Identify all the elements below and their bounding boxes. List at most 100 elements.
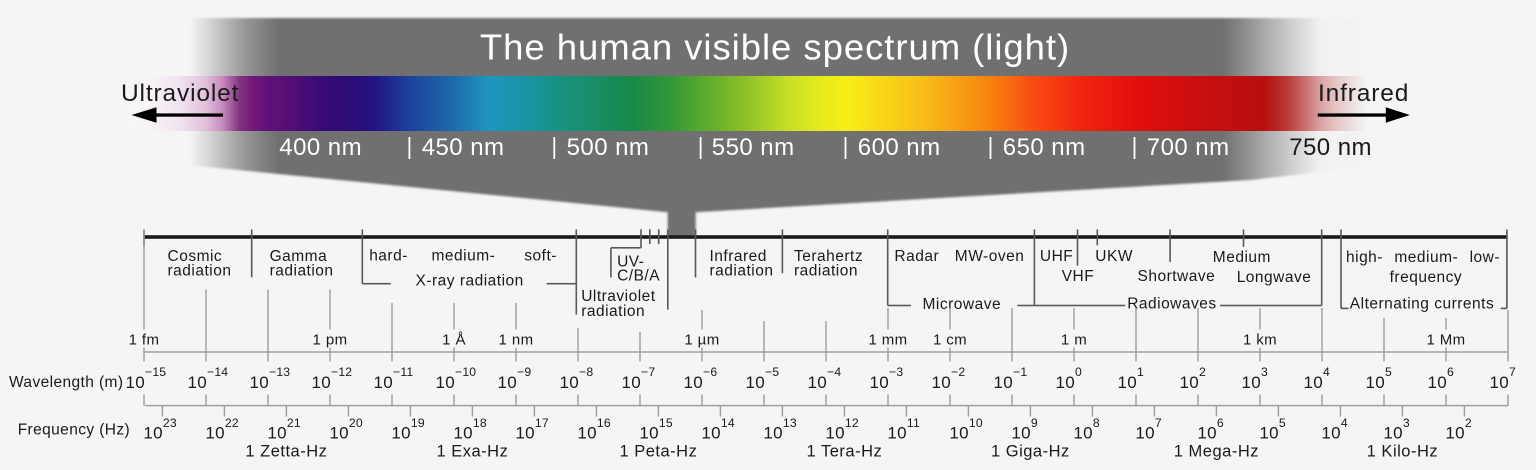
svg-text:Radar: Radar <box>894 248 939 265</box>
svg-text:Wavelength (m): Wavelength (m) <box>9 374 123 391</box>
svg-text:1 Tera-Hz: 1 Tera-Hz <box>807 443 883 461</box>
svg-text:1 km: 1 km <box>1243 332 1277 349</box>
svg-text:1 fm: 1 fm <box>129 332 160 349</box>
svg-text:400 nm: 400 nm <box>279 134 362 161</box>
svg-text:10: 10 <box>1383 424 1403 443</box>
svg-text:10: 10 <box>1259 424 1279 443</box>
svg-text:10: 10 <box>125 373 145 392</box>
svg-text:4: 4 <box>1341 416 1348 430</box>
svg-text:10: 10 <box>329 424 349 443</box>
svg-text:450 nm: 450 nm <box>422 134 505 161</box>
svg-text:10: 10 <box>825 424 845 443</box>
svg-text:1 Kilo-Hz: 1 Kilo-Hz <box>1367 443 1438 461</box>
svg-text:Shortwave: Shortwave <box>1138 268 1216 285</box>
svg-text:10: 10 <box>453 424 473 443</box>
svg-text:12: 12 <box>845 416 859 430</box>
svg-text:−9: −9 <box>517 365 531 379</box>
svg-text:10: 10 <box>1055 373 1075 392</box>
svg-text:10: 10 <box>763 424 783 443</box>
svg-text:2: 2 <box>1199 365 1206 379</box>
svg-text:radiation: radiation <box>710 262 774 279</box>
svg-text:−7: −7 <box>641 365 655 379</box>
svg-text:1 m: 1 m <box>1061 332 1087 349</box>
svg-text:18: 18 <box>473 416 487 430</box>
svg-text:X-ray radiation: X-ray radiation <box>416 272 524 289</box>
svg-text:500 nm: 500 nm <box>567 134 650 161</box>
svg-text:10: 10 <box>497 373 517 392</box>
svg-text:−5: −5 <box>765 365 779 379</box>
svg-text:8: 8 <box>1093 416 1100 430</box>
svg-text:5: 5 <box>1279 416 1286 430</box>
svg-text:10: 10 <box>143 424 163 443</box>
svg-text:10: 10 <box>1073 424 1093 443</box>
svg-text:Microwave: Microwave <box>923 296 1002 313</box>
svg-text:10: 10 <box>1179 373 1199 392</box>
svg-text:1 Giga-Hz: 1 Giga-Hz <box>991 443 1070 461</box>
svg-text:10: 10 <box>1445 424 1465 443</box>
svg-text:low-: low- <box>1470 249 1500 266</box>
svg-text:10: 10 <box>435 373 455 392</box>
svg-text:Terahertz: Terahertz <box>794 248 863 265</box>
svg-text:4: 4 <box>1323 365 1330 379</box>
svg-text:UV-: UV- <box>617 253 644 270</box>
svg-text:10: 10 <box>1011 424 1031 443</box>
svg-text:−1: −1 <box>1013 365 1027 379</box>
svg-text:The human visible spectrum (li: The human visible spectrum (light) <box>480 27 1070 68</box>
svg-text:UKW: UKW <box>1095 248 1133 265</box>
svg-text:1 cm: 1 cm <box>933 332 967 349</box>
svg-text:−11: −11 <box>393 365 413 379</box>
svg-text:10: 10 <box>1321 424 1341 443</box>
svg-text:1 Mm: 1 Mm <box>1426 332 1465 349</box>
svg-text:10: 10 <box>373 373 393 392</box>
svg-text:C/B/A: C/B/A <box>617 268 660 285</box>
svg-text:−15: −15 <box>145 365 166 379</box>
svg-text:soft-: soft- <box>524 248 557 265</box>
svg-text:2: 2 <box>1465 416 1472 430</box>
svg-text:MW-oven: MW-oven <box>955 248 1025 265</box>
svg-text:15: 15 <box>659 416 673 430</box>
svg-text:10: 10 <box>249 373 269 392</box>
svg-text:550 nm: 550 nm <box>712 134 795 161</box>
svg-text:650 nm: 650 nm <box>1003 134 1086 161</box>
svg-text:radiation: radiation <box>168 262 232 279</box>
svg-text:10: 10 <box>931 373 951 392</box>
svg-text:20: 20 <box>349 416 363 430</box>
svg-text:−6: −6 <box>703 365 717 379</box>
svg-text:Infrared: Infrared <box>1318 80 1409 107</box>
svg-text:Medium: Medium <box>1213 249 1271 266</box>
svg-text:radiation: radiation <box>794 262 858 279</box>
svg-text:1 Exa-Hz: 1 Exa-Hz <box>436 443 508 461</box>
svg-text:16: 16 <box>597 416 611 430</box>
svg-text:−12: −12 <box>331 365 352 379</box>
svg-text:−4: −4 <box>827 365 841 379</box>
svg-text:750 nm: 750 nm <box>1289 134 1372 161</box>
svg-text:10: 10 <box>807 373 827 392</box>
svg-text:6: 6 <box>1217 416 1224 430</box>
svg-text:1 µm: 1 µm <box>684 332 719 349</box>
svg-text:600 nm: 600 nm <box>858 134 941 161</box>
svg-text:10: 10 <box>621 373 641 392</box>
svg-text:Longwave: Longwave <box>1237 269 1312 286</box>
svg-text:7: 7 <box>1155 416 1162 430</box>
svg-text:5: 5 <box>1385 365 1392 379</box>
svg-text:10: 10 <box>1241 373 1261 392</box>
svg-text:1 mm: 1 mm <box>868 332 907 349</box>
svg-text:1 Peta-Hz: 1 Peta-Hz <box>619 443 697 461</box>
svg-text:10: 10 <box>1303 373 1323 392</box>
svg-text:10: 10 <box>1135 424 1155 443</box>
svg-text:6: 6 <box>1447 365 1454 379</box>
svg-text:9: 9 <box>1031 416 1038 430</box>
svg-text:10: 10 <box>993 373 1013 392</box>
svg-text:700 nm: 700 nm <box>1147 134 1230 161</box>
svg-text:10: 10 <box>701 424 721 443</box>
svg-text:1 nm: 1 nm <box>499 332 534 349</box>
svg-text:Ultraviolet: Ultraviolet <box>581 288 656 305</box>
svg-text:1 Mega-Hz: 1 Mega-Hz <box>1174 443 1259 461</box>
svg-text:−2: −2 <box>951 365 965 379</box>
svg-text:Infrared: Infrared <box>710 248 767 265</box>
svg-text:10: 10 <box>391 424 411 443</box>
svg-text:21: 21 <box>287 416 301 430</box>
svg-text:10: 10 <box>515 424 535 443</box>
svg-text:high-: high- <box>1346 249 1383 266</box>
svg-text:19: 19 <box>411 416 425 430</box>
